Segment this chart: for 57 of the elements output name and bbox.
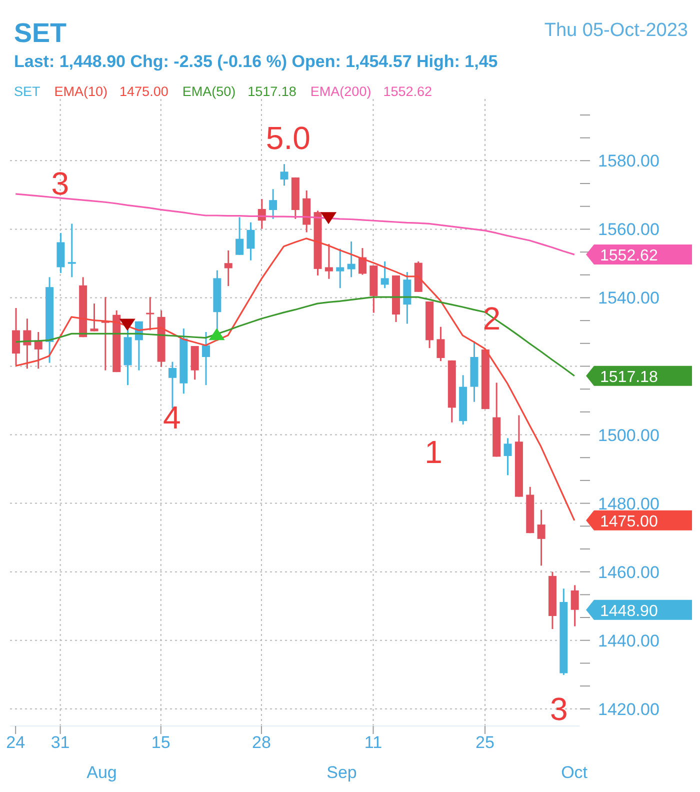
candlestick bbox=[537, 509, 546, 566]
text: EMA(200) bbox=[310, 84, 372, 99]
candlestick bbox=[336, 248, 344, 289]
annotation: 3 bbox=[550, 691, 568, 728]
x-tick-label: 25 bbox=[476, 733, 494, 752]
text: EMA(10) bbox=[54, 84, 108, 99]
y-tick-label: 1500.00 bbox=[598, 426, 660, 445]
x-tick-label: 24 bbox=[6, 733, 26, 752]
line-series bbox=[14, 193, 576, 256]
candlestick bbox=[246, 222, 255, 262]
y-tick-label: 1460.00 bbox=[598, 562, 660, 582]
text: Sep bbox=[326, 763, 357, 782]
candlestick bbox=[504, 437, 512, 476]
candlestick bbox=[12, 307, 20, 366]
chart-subtitle: Thu 05-Oct-2023 bbox=[544, 20, 688, 42]
y-tick-label: 1540.00 bbox=[598, 288, 660, 308]
text: 1448.90 bbox=[600, 602, 658, 620]
candlestick bbox=[202, 331, 210, 386]
candlestick bbox=[436, 326, 445, 362]
annotation: 1552.62 bbox=[383, 84, 432, 99]
candlestick bbox=[68, 222, 76, 278]
candlestick bbox=[324, 243, 333, 280]
annotation: 1 bbox=[424, 434, 442, 470]
y-tick-label: 1560.00 bbox=[598, 220, 660, 240]
text: 1552.62 bbox=[600, 248, 658, 265]
candlestick bbox=[23, 318, 32, 370]
y-tick-label: 1580.00 bbox=[598, 152, 660, 171]
x-tick-label: 28 bbox=[252, 733, 271, 752]
annotation: 1517.18 bbox=[248, 84, 296, 99]
text: Oct bbox=[561, 763, 588, 782]
candlestick bbox=[347, 240, 356, 278]
line-series bbox=[14, 238, 576, 522]
x-tick-label: 31 bbox=[50, 733, 70, 752]
text: SET bbox=[14, 84, 40, 99]
text: Aug bbox=[86, 763, 117, 782]
y-tick-label: 1440.00 bbox=[598, 631, 660, 650]
x-tick-label: 11 bbox=[364, 733, 382, 752]
annotation: 1475.00 bbox=[120, 84, 168, 99]
text: 1475.00 bbox=[600, 513, 658, 530]
x-tick-label: 15 bbox=[151, 733, 170, 752]
text: Last: 1,448.90 Chg: -2.35 (-0.16 %) Open: 1,454.57 High: 1,45 bbox=[14, 52, 498, 72]
annotation: 5.0 bbox=[266, 120, 310, 156]
text: 1517.18 bbox=[600, 368, 658, 386]
candlestick bbox=[224, 250, 232, 287]
candlestick bbox=[570, 584, 579, 628]
annotation: 3 bbox=[51, 166, 70, 202]
y-tick-label: 1480.00 bbox=[598, 494, 660, 514]
chart-title: SET bbox=[14, 18, 67, 49]
candlestick bbox=[269, 188, 278, 220]
candlestick bbox=[146, 296, 154, 332]
candlestick bbox=[236, 216, 244, 256]
text: EMA(50) bbox=[182, 84, 236, 99]
annotation: 4 bbox=[162, 400, 181, 436]
candlestick bbox=[90, 302, 98, 332]
y-tick-label: 1420.00 bbox=[598, 700, 660, 719]
candlestick bbox=[380, 260, 389, 289]
candlestick bbox=[280, 163, 288, 186]
